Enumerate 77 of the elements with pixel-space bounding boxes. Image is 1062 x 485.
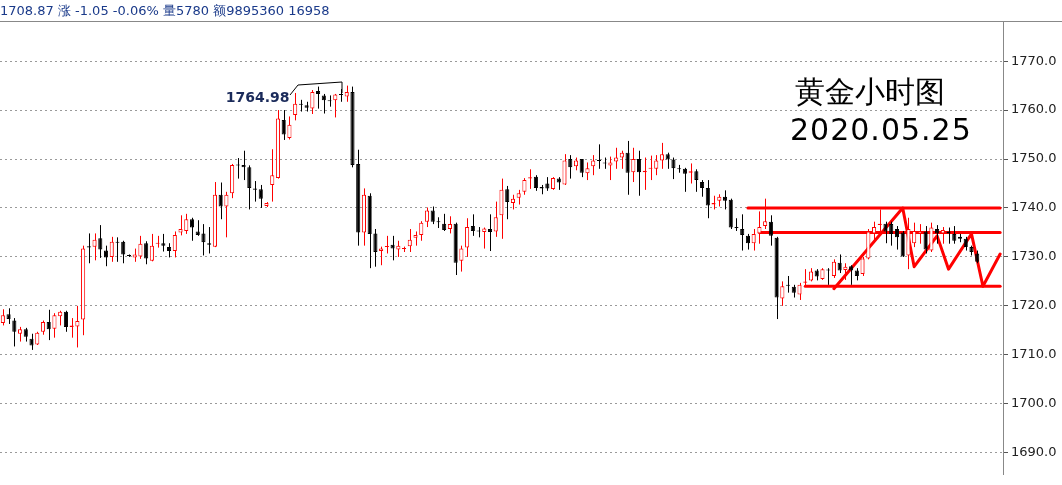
candlestick bbox=[883, 221, 888, 244]
candlestick bbox=[12, 317, 17, 347]
text: 2020.05.25 bbox=[790, 112, 972, 147]
candlestick bbox=[316, 86, 321, 110]
candlestick bbox=[682, 167, 687, 193]
candlestick bbox=[722, 189, 728, 210]
candlestick bbox=[894, 225, 900, 251]
candlestick bbox=[247, 164, 252, 210]
candlestick bbox=[768, 214, 773, 247]
candlestick bbox=[923, 225, 928, 254]
text: 1708.87 涨 -1.05 -0.06% 量5780 额9895360 16958 bbox=[0, 3, 330, 18]
candlestick bbox=[419, 220, 424, 242]
candlestick bbox=[201, 223, 206, 256]
candlestick bbox=[619, 150, 624, 170]
candlestick bbox=[780, 280, 785, 307]
candlestick bbox=[189, 217, 195, 242]
candlestick bbox=[258, 184, 263, 209]
candlestick bbox=[293, 92, 298, 121]
candlestick bbox=[900, 230, 905, 258]
candlestick bbox=[625, 140, 630, 196]
candlestick bbox=[149, 233, 154, 262]
y-tick-label: 1720.0 bbox=[1011, 297, 1057, 313]
candlestick bbox=[562, 153, 567, 186]
candlestick bbox=[889, 221, 894, 247]
candlestick bbox=[109, 236, 114, 263]
candlestick bbox=[636, 150, 642, 197]
candlestick bbox=[92, 232, 97, 261]
y-tick-label: 1760.0 bbox=[1011, 101, 1057, 117]
candlestick bbox=[831, 258, 836, 279]
candlestick bbox=[459, 245, 464, 273]
y-tick-label: 1750.0 bbox=[1011, 150, 1057, 166]
candlestick bbox=[126, 253, 132, 258]
candlestick bbox=[591, 154, 596, 176]
candlestick bbox=[321, 93, 326, 115]
candlestick bbox=[172, 230, 177, 258]
candlestick bbox=[470, 213, 475, 237]
y-tick-label: 1700.0 bbox=[1011, 395, 1057, 411]
candlestick bbox=[287, 115, 292, 140]
candlestick bbox=[694, 168, 699, 193]
candlestick bbox=[224, 191, 229, 238]
candlestick bbox=[178, 214, 183, 236]
y-tick-label: 1770.0 bbox=[1011, 52, 1057, 68]
candlestick bbox=[390, 235, 395, 261]
candlestick bbox=[63, 310, 68, 333]
candlestick bbox=[837, 253, 842, 274]
candlestick bbox=[740, 213, 745, 252]
text: 黄金小时图 bbox=[795, 73, 945, 111]
y-tick-label: 1710.0 bbox=[1011, 346, 1057, 362]
candlestick bbox=[270, 148, 275, 203]
candlestick bbox=[218, 182, 223, 220]
y-tick-label: 1690.0 bbox=[1011, 444, 1057, 460]
candlestick bbox=[424, 206, 430, 228]
candlestick bbox=[654, 154, 659, 176]
candlestick bbox=[568, 154, 573, 180]
candlestick bbox=[499, 178, 504, 240]
candlestick bbox=[144, 240, 149, 265]
candlestick bbox=[671, 157, 676, 180]
candlestick bbox=[860, 256, 865, 277]
candlestick bbox=[631, 147, 636, 183]
candlestick bbox=[52, 312, 57, 339]
candlestick bbox=[493, 201, 498, 238]
candlestick bbox=[310, 89, 315, 115]
candlestick bbox=[184, 213, 189, 235]
candlestick bbox=[849, 264, 854, 286]
candlestick bbox=[705, 179, 710, 219]
candlestick bbox=[46, 309, 51, 341]
candlestick bbox=[579, 158, 584, 178]
candlestick bbox=[505, 185, 510, 220]
candlestick bbox=[98, 224, 103, 259]
y-tick-label: 1730.0 bbox=[1011, 248, 1057, 264]
candlestick bbox=[608, 156, 613, 181]
y-tick-label: 1740.0 bbox=[1011, 199, 1057, 215]
candlestick bbox=[487, 213, 493, 252]
candlestick bbox=[373, 228, 378, 268]
candlestick bbox=[281, 109, 286, 141]
annotation: 1764.98 bbox=[225, 88, 290, 105]
candlestick bbox=[465, 217, 470, 258]
